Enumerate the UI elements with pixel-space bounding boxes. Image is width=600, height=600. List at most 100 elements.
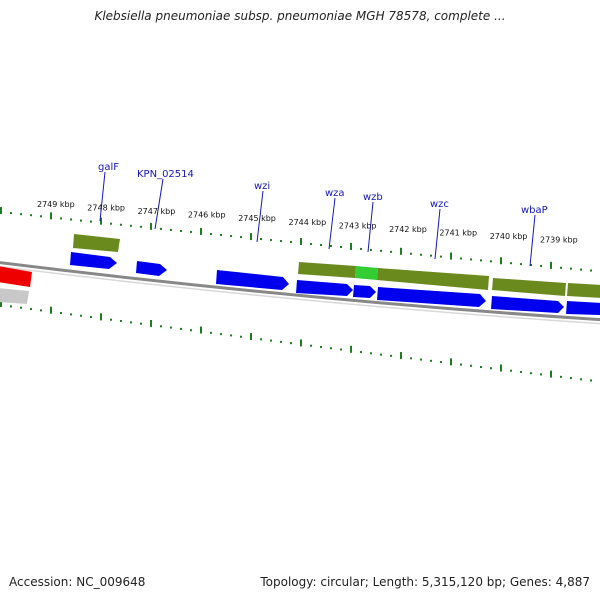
- outer-minor-tick: [330, 245, 332, 248]
- cds-wzi[interactable]: [216, 270, 289, 290]
- inner-minor-tick: [120, 320, 122, 323]
- outer-minor-tick: [490, 260, 492, 263]
- inner-minor-tick: [470, 364, 472, 367]
- outer-minor-tick: [340, 245, 342, 248]
- outer-minor-tick: [470, 258, 472, 261]
- inner-major-tick: [250, 333, 252, 340]
- outer-minor-tick: [320, 244, 322, 247]
- inner-minor-tick: [170, 326, 172, 329]
- inner-minor-tick: [340, 348, 342, 351]
- inner-minor-tick: [160, 325, 162, 328]
- ruler-label: 2743 kbp: [339, 221, 377, 230]
- outer-minor-tick: [170, 228, 172, 231]
- inner-major-tick: [300, 339, 302, 347]
- inner-minor-tick: [510, 369, 512, 372]
- gene-label-wbaP[interactable]: wbaP: [521, 205, 548, 216]
- red-feature[interactable]: [0, 266, 32, 287]
- inner-major-tick: [150, 319, 152, 327]
- outer-major-tick: [350, 242, 352, 250]
- outer-major-tick: [550, 261, 552, 269]
- outer-minor-tick: [30, 214, 32, 217]
- outer-major-tick: [250, 233, 252, 241]
- outer-minor-tick: [210, 233, 212, 236]
- outer-minor-tick: [240, 236, 242, 239]
- outer-minor-tick: [420, 253, 422, 256]
- outer-minor-tick: [480, 259, 482, 262]
- gene-label-wzb[interactable]: wzb: [363, 192, 383, 203]
- inner-major-tick: [0, 300, 2, 307]
- inner-minor-tick: [40, 309, 42, 312]
- outer-minor-tick: [590, 269, 592, 272]
- inner-minor-tick: [60, 312, 62, 315]
- inner-minor-tick: [370, 352, 372, 355]
- cds-wza[interactable]: [296, 280, 353, 296]
- inner-minor-tick: [210, 331, 212, 334]
- gene-band-next[interactable]: [567, 283, 600, 298]
- gene-label-wzc[interactable]: wzc: [430, 199, 449, 210]
- outer-minor-tick: [80, 219, 82, 222]
- outer-minor-tick: [540, 264, 542, 267]
- inner-minor-tick: [330, 347, 332, 350]
- ruler-labels: 2749 kbp 2748 kbp 2747 kbp 2746 kbp 2745 kbp…: [37, 200, 578, 245]
- outer-minor-tick: [390, 250, 392, 253]
- gene-label-KPN_02514[interactable]: KPN_02514: [137, 169, 194, 180]
- inner-minor-tick: [270, 339, 272, 342]
- cds-next[interactable]: [566, 301, 600, 315]
- inner-major-tick: [500, 364, 502, 372]
- inner-tick-marks: [0, 300, 592, 382]
- gene-band-wbaP[interactable]: [492, 278, 566, 296]
- gray-feature[interactable]: [0, 288, 29, 304]
- inner-major-tick: [450, 358, 452, 366]
- inner-minor-tick: [80, 314, 82, 317]
- inner-minor-tick: [190, 329, 192, 332]
- ruler-label: 2745 kbp: [238, 214, 276, 223]
- cds-wzb[interactable]: [353, 285, 376, 298]
- inner-minor-tick: [380, 353, 382, 356]
- inner-minor-tick: [430, 359, 432, 362]
- outer-minor-tick: [530, 264, 532, 267]
- genome-stats-label: Topology: circular; Length: 5,315,120 bp…: [260, 575, 590, 589]
- inner-minor-tick: [90, 316, 92, 319]
- outer-minor-tick: [460, 257, 462, 260]
- outer-minor-tick: [140, 225, 142, 228]
- inner-minor-tick: [480, 366, 482, 369]
- gene-band-wzb-highlight[interactable]: [355, 266, 378, 280]
- outer-minor-tick: [20, 213, 22, 216]
- cds-galF[interactable]: [70, 252, 117, 269]
- inner-minor-tick: [240, 335, 242, 338]
- gene-label-galF[interactable]: galF: [98, 162, 119, 173]
- gene-band-wza[interactable]: [298, 262, 356, 278]
- backbone-line: [0, 261, 600, 322]
- inner-minor-tick: [460, 363, 462, 366]
- outer-minor-tick: [370, 248, 372, 251]
- gene-band-galF[interactable]: [73, 234, 120, 252]
- ruler-label: 2739 kbp: [540, 236, 578, 245]
- outer-minor-tick: [130, 224, 132, 227]
- outer-major-tick: [100, 217, 102, 225]
- backbone-line-shadow: [0, 265, 600, 325]
- inner-minor-tick: [220, 333, 222, 336]
- outer-minor-tick: [270, 239, 272, 242]
- inner-minor-tick: [410, 357, 412, 360]
- outer-minor-tick: [360, 247, 362, 250]
- outer-minor-tick: [440, 255, 442, 258]
- outer-minor-tick: [570, 267, 572, 270]
- gene-band-wzc[interactable]: [377, 268, 489, 290]
- outer-minor-tick: [110, 222, 112, 225]
- outer-minor-tick: [410, 252, 412, 255]
- outer-minor-tick: [430, 254, 432, 257]
- cds-wzc[interactable]: [377, 287, 486, 307]
- cds-wbaP[interactable]: [491, 296, 564, 313]
- ruler-label: 2748 kbp: [87, 204, 125, 213]
- cds-KPN_02514[interactable]: [136, 261, 167, 276]
- gene-label-wza[interactable]: wza: [325, 188, 345, 199]
- inner-minor-tick: [590, 379, 592, 382]
- gene-label-wzi[interactable]: wzi: [254, 181, 270, 192]
- accession-label: Accession: NC_009648: [9, 575, 146, 589]
- inner-major-tick: [550, 370, 552, 378]
- inner-minor-tick: [540, 373, 542, 376]
- outer-minor-tick: [260, 238, 262, 241]
- outer-minor-tick: [180, 229, 182, 232]
- outer-minor-tick: [280, 240, 282, 243]
